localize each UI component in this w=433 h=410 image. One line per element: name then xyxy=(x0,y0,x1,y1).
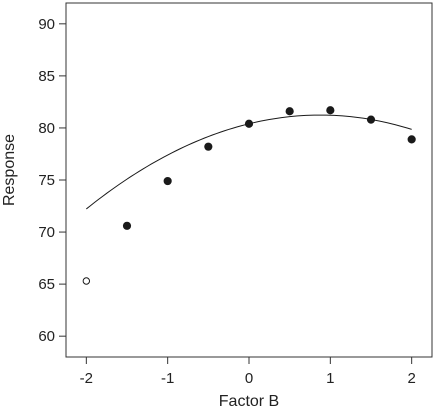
y-tick-label: 85 xyxy=(38,68,55,85)
data-points xyxy=(82,106,416,285)
y-tick-label: 60 xyxy=(38,328,55,345)
data-point xyxy=(244,119,254,128)
x-tick-label: -2 xyxy=(80,370,93,387)
data-point xyxy=(163,176,172,186)
y-tick-label: 75 xyxy=(38,172,55,189)
open-data-point xyxy=(82,277,91,285)
plot-area-frame xyxy=(65,2,433,358)
data-point xyxy=(122,221,132,230)
y-axis: 60 65 70 75 80 85 90 xyxy=(38,16,66,345)
data-point xyxy=(285,107,294,116)
y-tick-label: 80 xyxy=(38,120,55,137)
data-point xyxy=(326,106,335,115)
x-tick-label: -1 xyxy=(161,370,174,387)
data-point xyxy=(407,135,416,144)
data-point xyxy=(366,115,376,124)
x-tick-label: 2 xyxy=(407,370,415,387)
x-tick-label: 1 xyxy=(326,370,334,387)
y-tick-label: 70 xyxy=(38,224,55,241)
x-axis: -2 -1 0 1 2 xyxy=(80,357,416,387)
fitted-curve xyxy=(86,114,412,210)
x-axis-title: Factor B xyxy=(219,393,279,410)
y-axis-title: Response xyxy=(1,134,18,206)
x-tick-label: 0 xyxy=(245,370,253,387)
y-tick-label: 90 xyxy=(38,16,55,33)
data-point xyxy=(204,142,213,151)
y-tick-label: 65 xyxy=(38,276,55,293)
